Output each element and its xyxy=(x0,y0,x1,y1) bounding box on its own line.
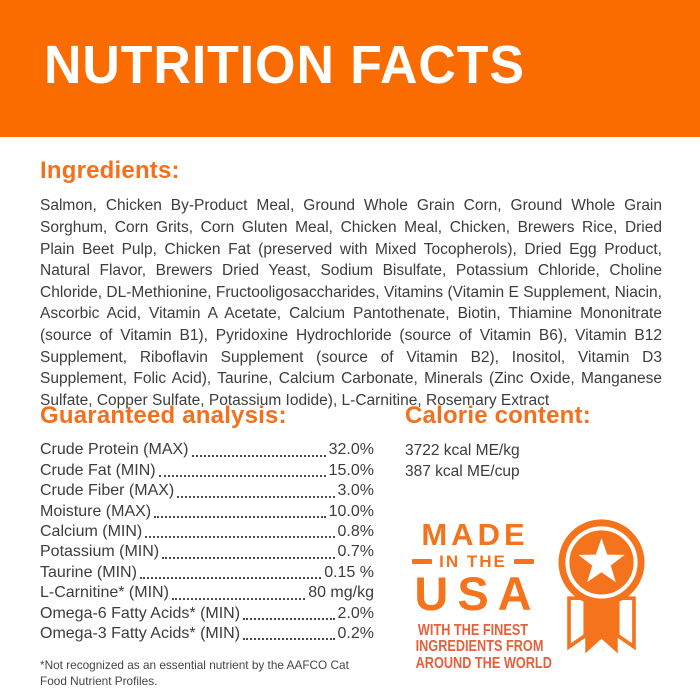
usa-subtext-line: INGREDIENTS FROM xyxy=(415,638,544,656)
analysis-row-label: Crude Protein (MAX) xyxy=(40,441,189,459)
calorie-per-kg: 3722 kcal ME/kg xyxy=(405,442,520,460)
analysis-row-value: 0.7% xyxy=(337,543,374,561)
in-the-row: IN THE xyxy=(403,553,543,570)
analysis-row: Moisture (MAX) 10.0% xyxy=(40,502,374,522)
analysis-row-value: 2.0% xyxy=(337,604,374,622)
ingredients-section: Ingredients: Salmon, Chicken By-Product … xyxy=(40,157,662,411)
analysis-row-label: Moisture (MAX) xyxy=(40,502,152,520)
analysis-row-label: Crude Fiber (MAX) xyxy=(40,482,175,500)
calorie-values: 3722 kcal ME/kg 387 kcal ME/cup xyxy=(405,440,675,482)
analysis-row-label: Omega-3 Fatty Acids* (MIN) xyxy=(40,625,241,643)
guaranteed-analysis-section: Guaranteed analysis: Crude Protein (MAX)… xyxy=(40,402,374,689)
analysis-row: Potassium (MIN) 0.7% xyxy=(40,542,374,562)
analysis-row: Crude Protein (MAX) 32.0% xyxy=(40,440,374,460)
analysis-row-value: 15.0% xyxy=(328,461,374,479)
analysis-row: Taurine (MIN) 0.15 % xyxy=(40,563,374,583)
dot-leader xyxy=(243,618,335,621)
medal-ribbon-star-icon xyxy=(558,519,645,654)
dot-leader xyxy=(145,536,335,539)
calorie-content-section: Calorie content: 3722 kcal ME/kg 387 kca… xyxy=(405,402,675,482)
analysis-row-value: 10.0% xyxy=(328,502,374,520)
analysis-row-value: 0.15 % xyxy=(324,563,374,581)
dot-leader xyxy=(154,516,326,519)
made-label: MADE xyxy=(421,517,529,552)
ingredients-heading: Ingredients: xyxy=(40,157,180,184)
analysis-row: Calcium (MIN) 0.8% xyxy=(40,522,374,542)
analysis-row: L-Carnitine* (MIN) 80 mg/kg xyxy=(40,583,374,603)
analysis-row-label: Taurine (MIN) xyxy=(40,563,137,581)
aafco-footnote: *Not recognized as an essential nutrient… xyxy=(40,658,349,688)
usa-subtext: WITH THE FINEST INGREDIENTS FROM AROUND … xyxy=(415,621,552,673)
calorie-per-cup: 387 kcal ME/cup xyxy=(405,463,520,481)
analysis-row-value: 80 mg/kg xyxy=(308,584,374,602)
analysis-row-label: L-Carnitine* (MIN) xyxy=(40,584,169,602)
dot-leader xyxy=(177,495,335,498)
usa-subtext-line: AROUND THE WORLD xyxy=(415,654,552,672)
analysis-row: Omega-6 Fatty Acids* (MIN) 2.0% xyxy=(40,604,374,624)
guaranteed-analysis-heading: Guaranteed analysis: xyxy=(40,402,287,429)
analysis-row-label: Potassium (MIN) xyxy=(40,543,160,561)
analysis-row-label: Calcium (MIN) xyxy=(40,523,143,541)
analysis-row-label: Crude Fat (MIN) xyxy=(40,461,156,479)
ingredients-text: Salmon, Chicken By-Product Meal, Ground … xyxy=(40,197,662,409)
analysis-row: Crude Fiber (MAX) 3.0% xyxy=(40,481,374,501)
header-banner: NUTRITION FACTS xyxy=(0,0,700,137)
dot-leader xyxy=(243,638,335,641)
dash-icon xyxy=(513,559,534,564)
analysis-row-value: 32.0% xyxy=(328,441,374,459)
page-title: NUTRITION FACTS xyxy=(44,35,525,95)
analysis-row: Omega-3 Fatty Acids* (MIN) 0.2% xyxy=(40,624,374,644)
dot-leader xyxy=(158,475,326,478)
analysis-row-value: 0.2% xyxy=(337,625,374,643)
dot-leader xyxy=(171,597,306,600)
dot-leader xyxy=(162,556,335,559)
dot-leader xyxy=(191,454,326,457)
analysis-row-value: 3.0% xyxy=(337,482,374,500)
usa-label: USA xyxy=(414,567,541,620)
in-the-label: IN THE xyxy=(439,552,507,571)
usa-subtext-line: WITH THE FINEST xyxy=(417,621,529,639)
dash-icon xyxy=(412,559,433,564)
dot-leader xyxy=(139,577,322,580)
analysis-row-value: 0.8% xyxy=(337,523,374,541)
calorie-content-heading: Calorie content: xyxy=(405,402,591,429)
made-in-usa-badge: MADE IN THE USA WITH THE FINEST INGREDIE… xyxy=(403,519,552,673)
analysis-row: Crude Fat (MIN) 15.0% xyxy=(40,461,374,481)
analysis-table: Crude Protein (MAX) 32.0% Crude Fat (MIN)… xyxy=(40,440,374,644)
analysis-row-label: Omega-6 Fatty Acids* (MIN) xyxy=(40,604,241,622)
